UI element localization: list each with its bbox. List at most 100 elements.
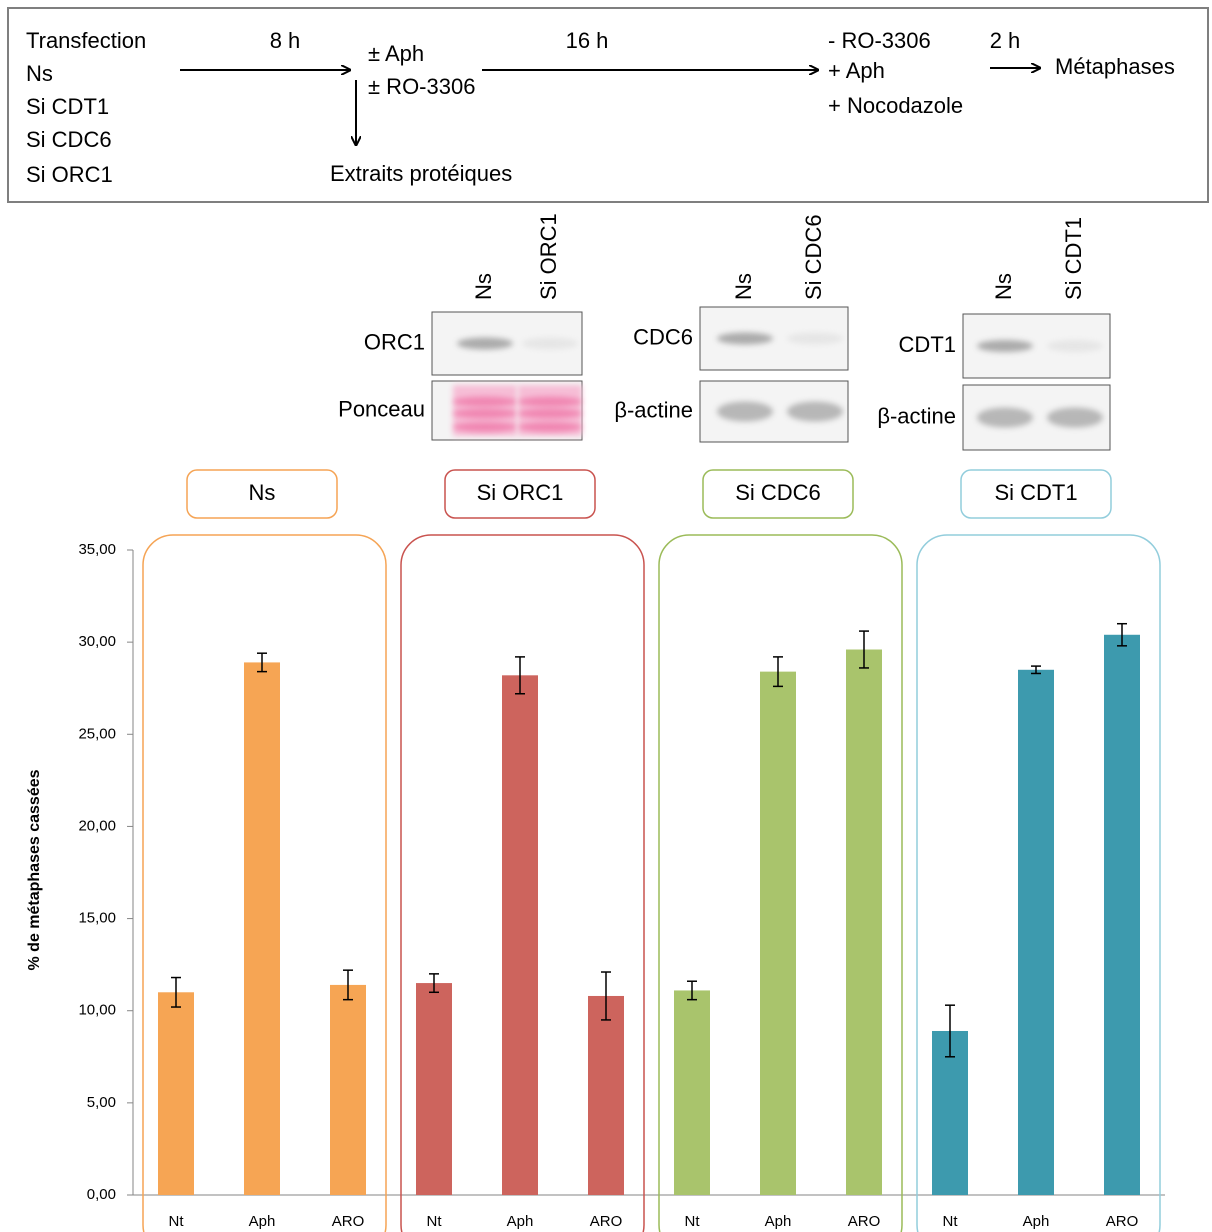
band (457, 337, 513, 350)
y-tick-label: 35,00 (78, 541, 116, 558)
y-tick-label: 15,00 (78, 910, 116, 927)
band (977, 407, 1033, 428)
band (717, 332, 773, 345)
group-frame (916, 534, 1161, 1232)
legend-label: Si CDT1 (994, 480, 1077, 505)
bar (1104, 634, 1140, 1195)
release: + Aph (828, 58, 885, 83)
group-label-box (444, 469, 596, 519)
band (453, 422, 517, 433)
bar (330, 984, 366, 1195)
x-tick-label: Aph (1023, 1213, 1050, 1230)
bar (1018, 669, 1054, 1195)
y-axis-title: % de métaphases cassées (26, 769, 43, 970)
row-label: β-actine (614, 397, 693, 422)
group-label-box (702, 469, 854, 519)
lane-label: Si CDC6 (801, 214, 826, 300)
group-label-box (960, 469, 1112, 519)
bar (158, 992, 194, 1195)
error-bar (687, 980, 697, 1001)
time: 2 h (990, 28, 1021, 53)
protocol-box (7, 7, 1209, 203)
y-tick-label: 25,00 (78, 725, 116, 742)
lane-label: Ns (731, 273, 756, 300)
treatment: ± RO-3306 (368, 74, 475, 99)
band (518, 422, 582, 433)
x-tick-label: Nt (943, 1213, 959, 1230)
treatment: ± Aph (368, 41, 424, 66)
bar (760, 671, 796, 1195)
time: 8 h (270, 28, 301, 53)
x-tick-label: Aph (507, 1213, 534, 1230)
group-frame (658, 534, 903, 1232)
bar (416, 983, 452, 1195)
bar (932, 1030, 968, 1195)
error-bar (773, 656, 783, 688)
bar (244, 662, 280, 1195)
condition: Si CDC6 (26, 127, 112, 152)
band (717, 401, 773, 422)
x-tick-label: ARO (848, 1213, 881, 1230)
group-label-box (186, 469, 338, 519)
x-tick-label: Aph (249, 1213, 276, 1230)
bar (674, 990, 710, 1195)
release: - RO-3306 (828, 28, 931, 53)
bar (588, 995, 624, 1195)
row-label: ORC1 (364, 329, 425, 354)
x-tick-label: ARO (332, 1213, 365, 1230)
error-bar (1117, 622, 1127, 647)
error-bar (515, 656, 525, 695)
release: + Nocodazole (828, 93, 963, 118)
error-bar (945, 1004, 955, 1058)
error-bar (171, 976, 181, 1008)
lane-label: Si CDT1 (1061, 217, 1086, 300)
protocol: Transfection Ns Si CDT1 Si CDC6 Si ORC1 … (26, 28, 1175, 187)
condition: Transfection (26, 28, 146, 53)
error-bar (601, 971, 611, 1021)
chart: 0,00 5,00 10,00 15,00 20,00 25,00 30,00 35,00 % … (26, 469, 1165, 1232)
band (1047, 407, 1103, 428)
lane-label: Ns (991, 273, 1016, 300)
y-tick-label: 5,00 (87, 1094, 116, 1111)
lane-label: Ns (471, 273, 496, 300)
band (453, 396, 517, 407)
band (1047, 340, 1103, 352)
row-label: CDT1 (899, 332, 956, 357)
y-tick-label: 10,00 (78, 1002, 116, 1019)
y-tick-label: 20,00 (78, 817, 116, 834)
band (518, 396, 582, 407)
lane-label: Si ORC1 (536, 213, 561, 300)
error-bar (257, 652, 267, 673)
y-tick-label: 30,00 (78, 633, 116, 650)
legend-label: Ns (249, 480, 276, 505)
x-tick-label: Nt (685, 1213, 701, 1230)
result: Métaphases (1055, 54, 1175, 79)
band (518, 408, 582, 419)
x-tick-label: ARO (590, 1213, 623, 1230)
bar (502, 675, 538, 1195)
extracts: Extraits protéiques (330, 161, 512, 186)
error-bar (859, 630, 869, 669)
error-bar (343, 969, 353, 1001)
y-tick-label: 0,00 (87, 1186, 116, 1203)
x-tick-label: Aph (765, 1213, 792, 1230)
legend-label: Si CDC6 (735, 480, 821, 505)
row-label: CDC6 (633, 324, 693, 349)
band (787, 401, 843, 422)
legend-label: Si ORC1 (477, 480, 564, 505)
band (977, 340, 1033, 352)
time: 16 h (566, 28, 609, 53)
x-tick-label: Nt (169, 1213, 185, 1230)
x-tick-label: Nt (427, 1213, 443, 1230)
band (787, 332, 843, 345)
blots: Ns Si ORC1 ORC1 Ponceau Ns Si CDC6 CDC6 β-actin… (338, 213, 1111, 451)
group-frame (142, 534, 387, 1232)
error-bar (1031, 665, 1041, 675)
row-label: β-actine (877, 403, 956, 428)
condition: Si ORC1 (26, 162, 113, 187)
bar (846, 649, 882, 1195)
condition: Si CDT1 (26, 94, 109, 119)
band (453, 408, 517, 419)
condition: Ns (26, 61, 53, 86)
